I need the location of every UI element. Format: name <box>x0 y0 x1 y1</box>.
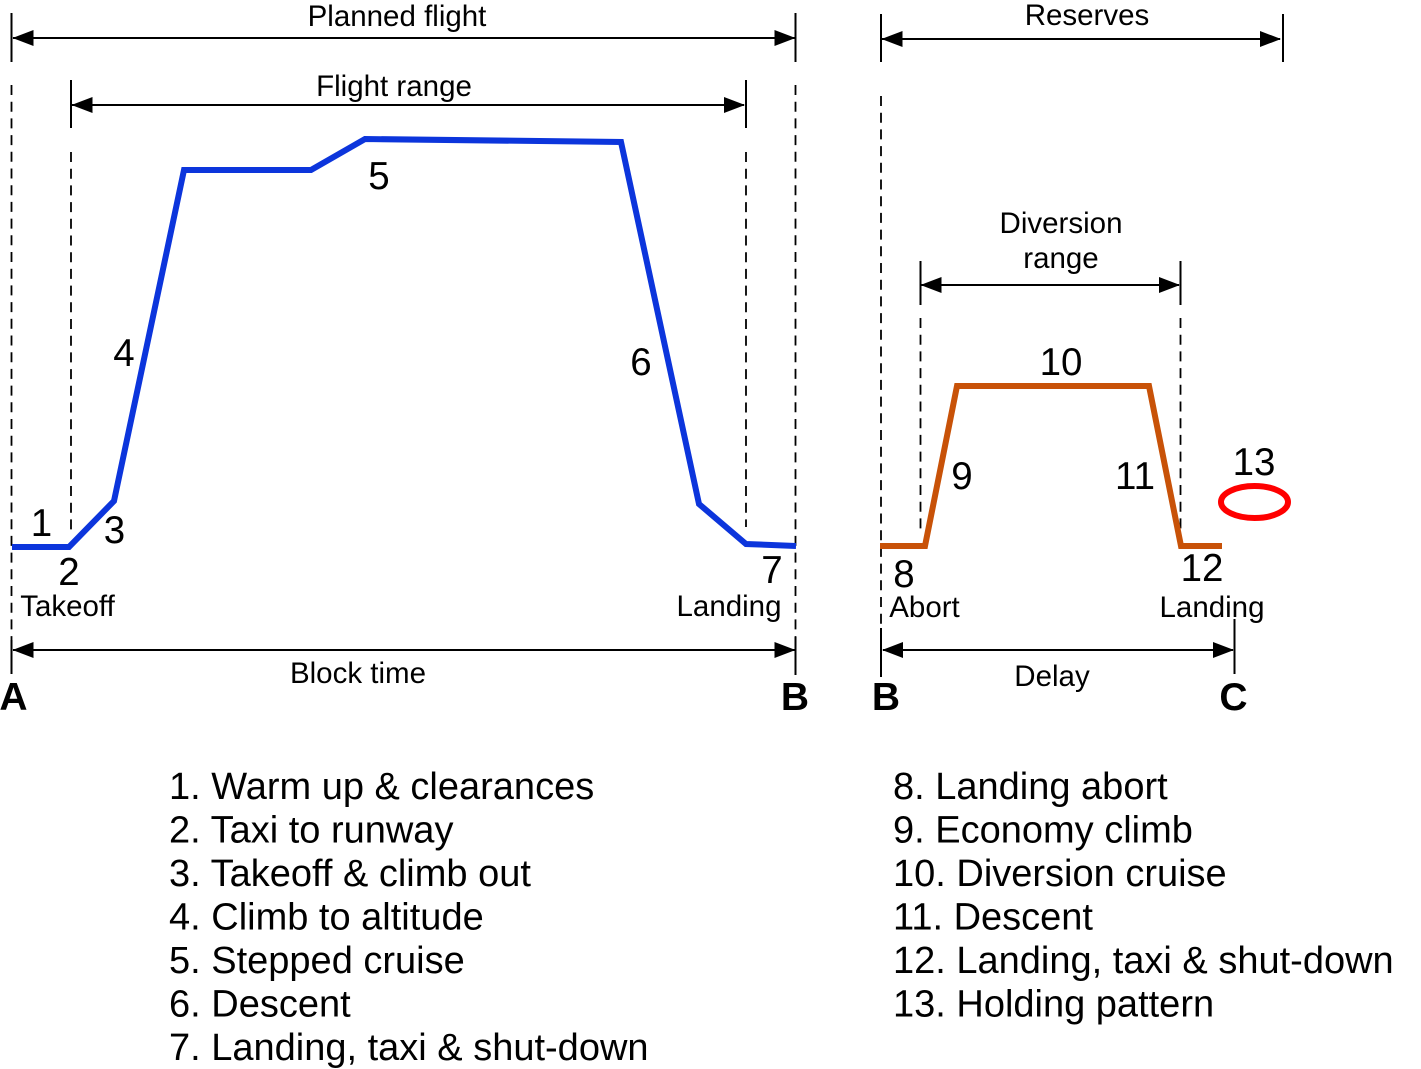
svg-text:7. Landing, taxi & shut-down: 7. Landing, taxi & shut-down <box>169 1027 649 1069</box>
svg-text:2. Taxi to runway: 2. Taxi to runway <box>169 810 453 852</box>
svg-text:10. Diversion cruise: 10. Diversion cruise <box>893 853 1227 895</box>
svg-text:13. Holding pattern: 13. Holding pattern <box>893 984 1214 1026</box>
svg-text:Abort: Abort <box>889 591 960 624</box>
svg-text:5: 5 <box>368 155 389 198</box>
svg-text:6: 6 <box>630 341 651 384</box>
svg-text:6. Descent: 6. Descent <box>169 984 351 1026</box>
svg-text:13: 13 <box>1233 441 1276 484</box>
svg-text:7: 7 <box>761 549 782 592</box>
svg-text:1. Warm up & clearances: 1. Warm up & clearances <box>169 766 594 808</box>
svg-text:3. Takeoff & climb out: 3. Takeoff & climb out <box>169 853 531 895</box>
svg-text:12. Landing, taxi & shut-down: 12. Landing, taxi & shut-down <box>893 940 1394 982</box>
svg-text:2: 2 <box>58 551 79 594</box>
svg-text:Planned flight: Planned flight <box>308 0 487 33</box>
svg-text:Diversion: Diversion <box>1000 207 1123 240</box>
svg-text:A: A <box>0 676 28 719</box>
svg-text:10: 10 <box>1040 341 1083 384</box>
svg-text:B: B <box>781 676 809 719</box>
svg-text:Landing: Landing <box>1160 591 1265 624</box>
svg-text:8: 8 <box>893 553 914 596</box>
svg-text:Landing: Landing <box>677 590 782 623</box>
svg-text:Takeoff: Takeoff <box>20 590 115 623</box>
svg-text:Flight range: Flight range <box>316 70 472 103</box>
svg-text:Reserves: Reserves <box>1025 0 1150 32</box>
svg-text:B: B <box>872 676 900 719</box>
svg-text:12: 12 <box>1181 547 1224 590</box>
svg-text:range: range <box>1023 242 1098 275</box>
svg-text:11: 11 <box>1115 455 1155 498</box>
svg-text:C: C <box>1219 676 1247 719</box>
svg-text:9. Economy climb: 9. Economy climb <box>893 810 1193 852</box>
svg-text:11. Descent: 11. Descent <box>893 897 1093 939</box>
svg-text:5. Stepped cruise: 5. Stepped cruise <box>169 940 465 982</box>
svg-text:9: 9 <box>951 455 972 498</box>
svg-text:Delay: Delay <box>1014 660 1090 693</box>
svg-text:4: 4 <box>113 332 134 375</box>
svg-text:4. Climb to altitude: 4. Climb to altitude <box>169 897 484 939</box>
svg-text:3: 3 <box>104 509 125 552</box>
svg-text:1: 1 <box>31 502 52 545</box>
svg-text:8. Landing abort: 8. Landing abort <box>893 766 1168 808</box>
svg-text:Block time: Block time <box>290 657 426 690</box>
